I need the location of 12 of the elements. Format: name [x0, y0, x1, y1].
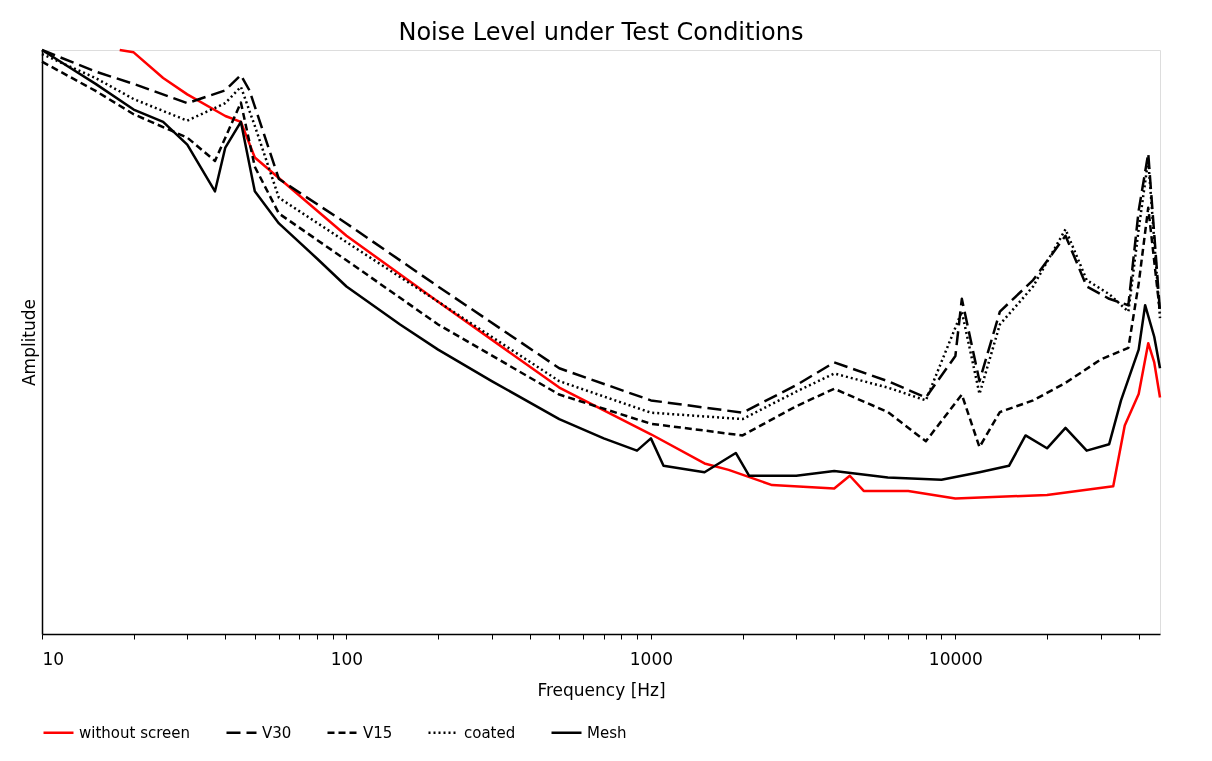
legend-label: V15 — [363, 723, 393, 742]
legend-label: Mesh — [587, 723, 627, 742]
x-tick-label: 100 — [330, 648, 364, 669]
x-tick-label: 10 — [42, 648, 65, 669]
y-axis-title: Amplitude — [18, 298, 39, 387]
legend-label: V30 — [262, 723, 292, 742]
x-tick-label: 1000 — [629, 648, 674, 669]
x-tick-label: 10000 — [928, 648, 983, 669]
legend-label: without screen — [79, 723, 191, 742]
legend-label: coated — [464, 723, 516, 742]
x-axis-title: Frequency [Hz] — [537, 679, 666, 700]
chart-title: Noise Level under Test Conditions — [398, 17, 804, 46]
